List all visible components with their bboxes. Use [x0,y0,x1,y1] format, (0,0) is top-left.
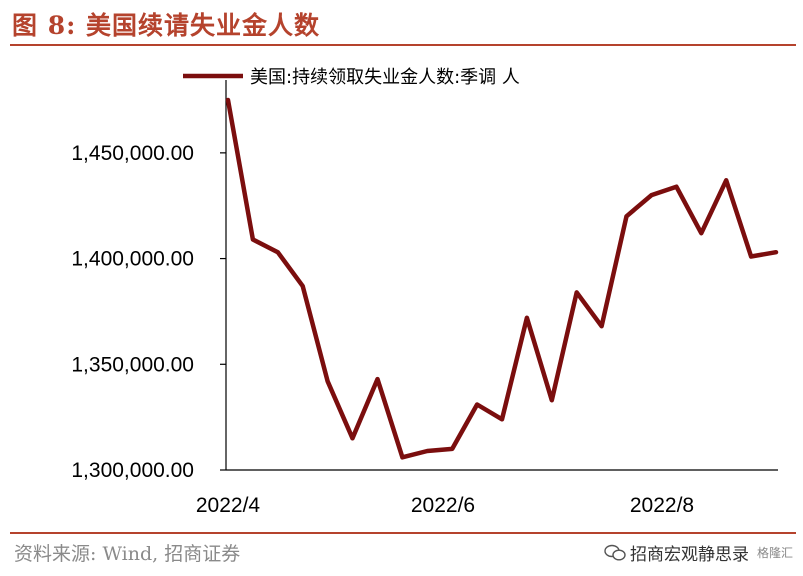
wechat-icon [604,544,626,561]
series-group [225,97,779,460]
y-tick-label: 1,300,000.00 [71,459,194,482]
tick-labels: 1,300,000.00 1,350,000.00 1,400,000.00 1,45… [71,142,694,517]
y-tick-label: 1,450,000.00 [71,142,194,165]
x-tick-label: 2022/8 [630,494,694,517]
x-tick-label: 2022/4 [196,494,261,517]
legend: 美国:持续领取失业金人数:季调 人 [183,67,520,88]
watermark: 招商宏观静思录 格隆汇 [604,540,793,565]
title-divider [10,44,796,46]
source-note: 资料来源: Wind, 招商证券 [14,543,241,565]
line-chart: 美国:持续领取失业金人数:季调 人 1,300,000.00 1,350,000.… [71,67,779,517]
y-tick-label: 1,350,000.00 [71,353,194,376]
legend-label: 美国:持续领取失业金人数:季调 人 [250,67,520,88]
x-tick-label: 2022/6 [411,494,475,517]
y-tick-label: 1,400,000.00 [71,248,194,271]
figure-title: 图 8: 美国续请失业金人数 [12,11,321,40]
series-line [225,97,779,460]
watermark-badge: 格隆汇 [756,546,793,560]
footer-divider [10,532,796,534]
axes [220,80,778,471]
watermark-text: 招商宏观静思录 [629,545,749,565]
